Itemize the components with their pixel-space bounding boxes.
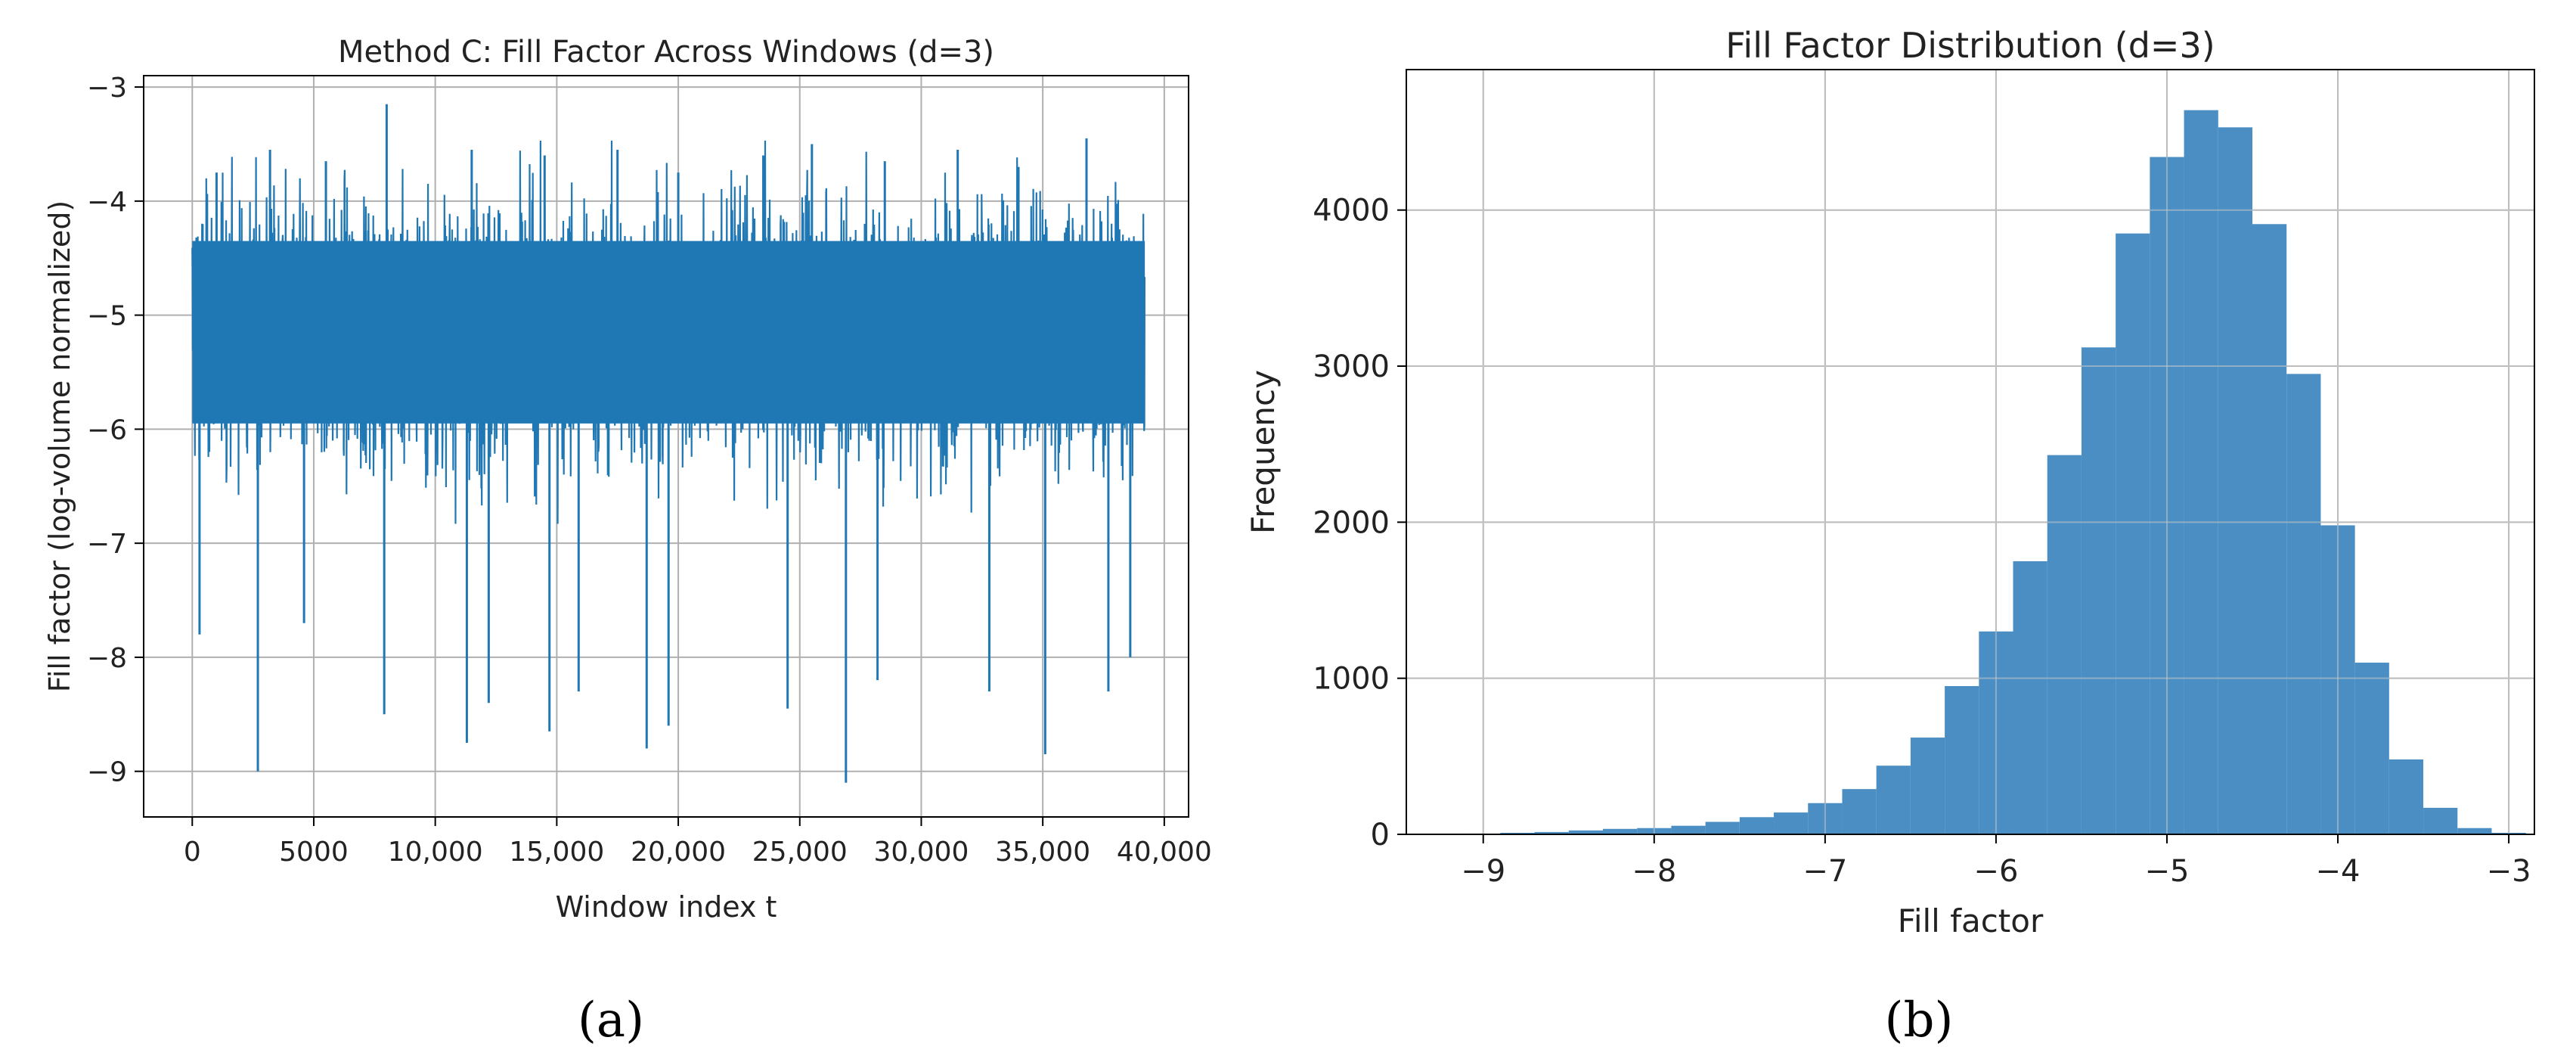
- chart-b-title: Fill Factor Distribution (d=3): [1725, 25, 2215, 66]
- chart-a-xtick-label: 40,000: [1117, 837, 1212, 868]
- chart-b-frame: [1406, 69, 2535, 835]
- chart-b-bar: [1671, 825, 1706, 834]
- chart-a: 0 5000 10,000 15,000 20,000 25,000 30,000 35,00…: [43, 35, 1212, 924]
- chart-a-xtick-label: 10,000: [388, 837, 483, 868]
- chart-b-bar: [2116, 233, 2150, 835]
- chart-b-ytick-label: 1000: [1313, 662, 1390, 697]
- chart-a-ytick-label: −7: [87, 529, 127, 560]
- chart-a-ytick-label: −5: [87, 301, 127, 332]
- chart-a-xtick-label: 5000: [279, 837, 349, 868]
- chart-b-bar: [1705, 821, 1740, 834]
- chart-b-ticks: −9 −8 −7 −6 −5 −4 −3 0 1000 2000 3000 4000: [1313, 194, 2531, 889]
- chart-b-ytick-label: 3000: [1313, 349, 1390, 384]
- chart-b-bar: [1534, 831, 1569, 834]
- chart-b-xtick-label: −9: [1461, 854, 1505, 889]
- chart-b-bar: [2388, 759, 2424, 834]
- chart-a-ytick-label: −8: [87, 643, 127, 674]
- chart-a-xtick-label: 30,000: [873, 837, 969, 868]
- chart-b-bar: [1739, 817, 1775, 834]
- chart-b-bar: [2218, 127, 2252, 834]
- chart-b-bar: [1842, 789, 1877, 834]
- chart-b-bar: [1945, 685, 1979, 834]
- chart-b-bar: [2286, 374, 2321, 834]
- chart-a-xlabel: Window index t: [556, 890, 777, 924]
- chart-a-xtick-label: 25,000: [752, 837, 848, 868]
- chart-a-xtick-label: 0: [184, 837, 201, 868]
- chart-b-bars: [1466, 110, 2526, 835]
- chart-b: −9 −8 −7 −6 −5 −4 −3 0 1000 2000 3000 4000 Fill Fac…: [1245, 25, 2535, 939]
- chart-b-bar: [2047, 455, 2082, 834]
- chart-b-bar: [2184, 110, 2218, 834]
- chart-b-xtick-label: −3: [2487, 854, 2531, 889]
- chart-a-ytick-label: −3: [87, 73, 127, 104]
- chart-a-ytick-label: −6: [87, 415, 127, 446]
- chart-b-bar: [2252, 224, 2287, 834]
- chart-b-bar: [1602, 828, 1638, 834]
- chart-b-xtick-label: −4: [2316, 854, 2361, 889]
- chart-b-bar: [2423, 807, 2458, 834]
- chart-a-xtick-label: 35,000: [995, 837, 1090, 868]
- chart-a-ylabel: Fill factor (log-volume normalized): [43, 200, 76, 693]
- chart-a-ticks: 0 5000 10,000 15,000 20,000 25,000 30,000 35,00…: [87, 73, 1212, 868]
- chart-a-xtick-label: 20,000: [631, 837, 726, 868]
- chart-a-line-series: [191, 104, 1145, 783]
- chart-b-xlabel: Fill factor: [1898, 902, 2044, 939]
- chart-b-ytick-label: 2000: [1313, 505, 1390, 540]
- chart-a-ytick-label: −9: [87, 757, 127, 788]
- chart-b-bar: [2457, 828, 2492, 834]
- panel-label-a: (a): [578, 992, 644, 1048]
- chart-a-title: Method C: Fill Factor Across Windows (d=…: [338, 35, 994, 70]
- chart-a-ytick-label: −4: [87, 187, 127, 218]
- chart-b-ylabel: Frequency: [1245, 370, 1282, 534]
- chart-b-xtick-label: −7: [1803, 854, 1847, 889]
- chart-b-xtick-label: −6: [1973, 854, 2018, 889]
- chart-b-bar: [2354, 663, 2389, 834]
- chart-b-bar: [2013, 561, 2047, 834]
- chart-b-bar: [1876, 766, 1911, 834]
- chart-b-xtick-label: −8: [1632, 854, 1676, 889]
- panel-label-b: (b): [1885, 992, 1954, 1048]
- chart-a-xtick-label: 15,000: [509, 837, 604, 868]
- chart-b-bar: [1568, 830, 1603, 834]
- chart-b-ytick-label: 4000: [1313, 194, 1390, 228]
- chart-b-xtick-label: −5: [2144, 854, 2189, 889]
- chart-b-bar: [2081, 347, 2116, 834]
- chart-a-frame: [143, 75, 1189, 818]
- chart-b-bar: [1910, 738, 1945, 834]
- chart-a-series-core: [192, 241, 1145, 424]
- chart-b-bar: [1774, 812, 1809, 834]
- chart-b-ytick-label: 0: [1371, 818, 1390, 852]
- chart-b-bar: [1500, 832, 1535, 834]
